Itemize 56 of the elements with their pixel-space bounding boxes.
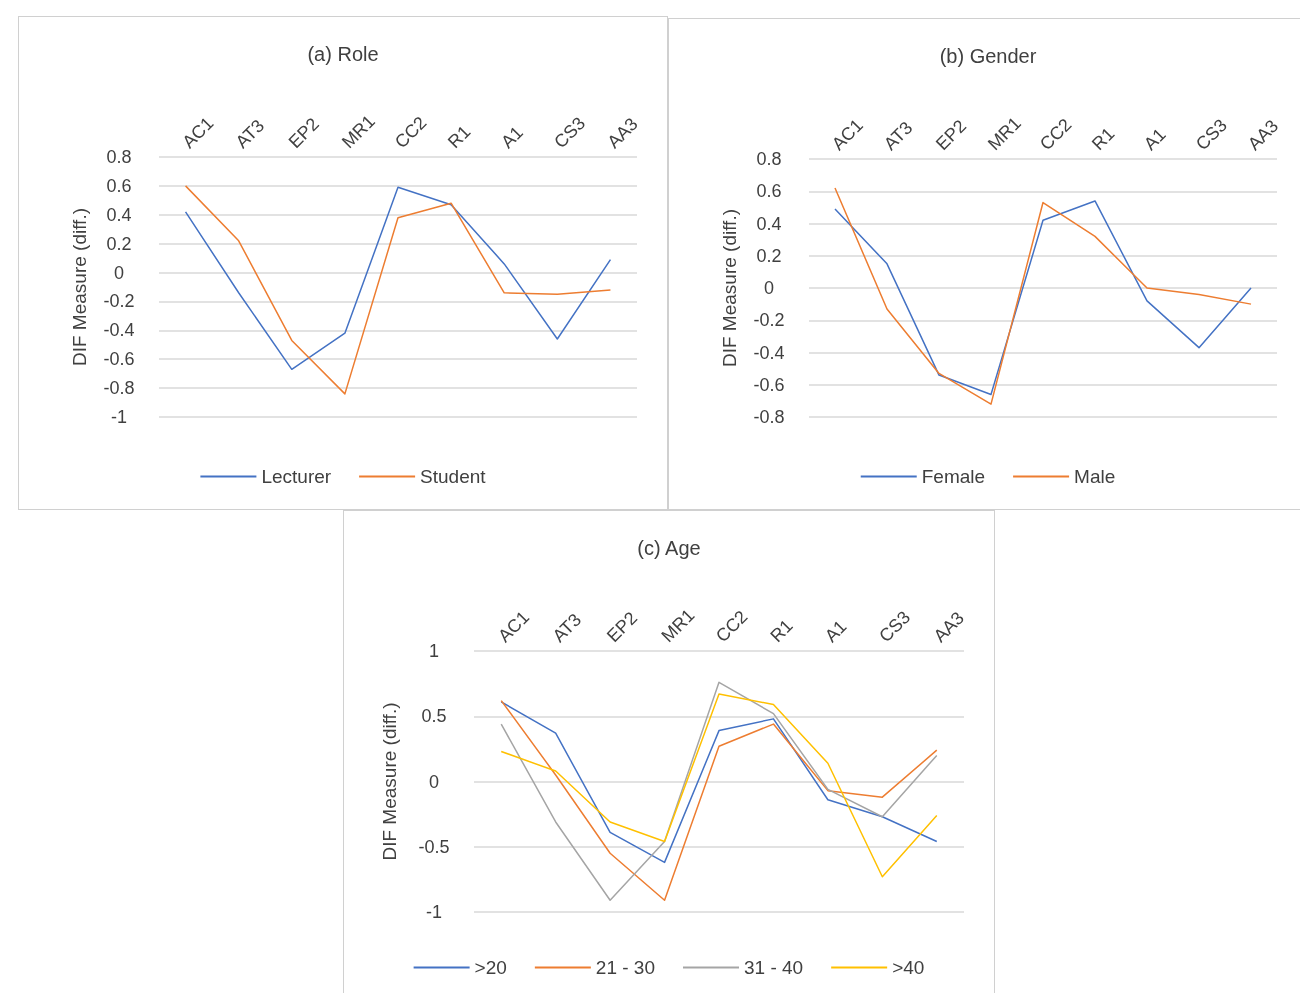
legend-label: Student bbox=[420, 466, 487, 487]
y-tick-label: -0.2 bbox=[103, 291, 135, 312]
legend-label: Female bbox=[921, 466, 986, 487]
y-tick-label: 0.4 bbox=[756, 213, 782, 234]
legend-label: 31 - 40 bbox=[744, 957, 804, 978]
x-tick-label: A1 bbox=[497, 122, 527, 153]
x-tick-label: CS3 bbox=[550, 113, 590, 153]
y-tick-label: -1 bbox=[110, 407, 128, 427]
y-tick-label: -0.5 bbox=[418, 836, 450, 857]
x-tick-label: R1 bbox=[766, 615, 797, 647]
y-tick-label: -0.4 bbox=[103, 320, 135, 341]
y-tick-label: 0 bbox=[763, 278, 775, 298]
legend-label: 21 - 30 bbox=[595, 957, 655, 978]
x-tick-label: AT3 bbox=[879, 117, 917, 155]
y-axis-title: DIF Measure (diff.) bbox=[379, 702, 400, 861]
legend-label: >40 bbox=[892, 957, 925, 978]
x-tick-label: AT3 bbox=[548, 609, 586, 647]
x-tick-label: CC2 bbox=[1035, 114, 1076, 155]
y-tick-label: -1 bbox=[425, 902, 443, 922]
legend-label: Lecturer bbox=[261, 466, 332, 487]
x-tick-label: A1 bbox=[820, 616, 851, 647]
legend-label: >20 bbox=[474, 957, 507, 978]
y-tick-label: -0.8 bbox=[753, 407, 785, 427]
x-tick-label: R1 bbox=[1087, 123, 1119, 155]
y-tick-label: -0.4 bbox=[753, 342, 785, 363]
y-tick-label: -0.2 bbox=[753, 310, 785, 331]
y-tick-label: 0.6 bbox=[106, 175, 132, 196]
legend-label: Male bbox=[1074, 466, 1116, 487]
y-axis-title: DIF Measure (diff.) bbox=[719, 208, 740, 368]
x-tick-label: R1 bbox=[444, 121, 475, 153]
x-tick-label: AT3 bbox=[231, 115, 269, 153]
y-tick-label: -0.8 bbox=[103, 378, 135, 399]
x-tick-label: EP2 bbox=[284, 113, 323, 153]
y-tick-label: 0.8 bbox=[756, 149, 782, 169]
x-tick-label: EP2 bbox=[603, 607, 642, 647]
y-tick-label: 0.8 bbox=[106, 147, 132, 167]
chart-title: (b) Gender bbox=[939, 45, 1037, 67]
y-tick-label: -0.6 bbox=[753, 374, 785, 395]
x-tick-label: A1 bbox=[1139, 124, 1170, 155]
y-tick-label: 0.5 bbox=[421, 706, 447, 727]
y-tick-label: 0.6 bbox=[756, 181, 782, 202]
chart-title: (a) Role bbox=[307, 43, 379, 65]
y-tick-label: 0.2 bbox=[756, 245, 782, 266]
x-tick-label: EP2 bbox=[931, 115, 971, 155]
y-tick-label: 1 bbox=[428, 641, 440, 661]
y-tick-label: 0.4 bbox=[106, 204, 132, 225]
x-tick-label: CC2 bbox=[711, 606, 752, 647]
chart-title: (c) Age bbox=[637, 537, 701, 559]
x-tick-label: CC2 bbox=[390, 112, 431, 153]
y-tick-label: -0.6 bbox=[103, 349, 135, 370]
y-axis-title: DIF Measure (diff.) bbox=[69, 207, 90, 367]
x-tick-label: CS3 bbox=[875, 607, 915, 647]
y-tick-label: 0.2 bbox=[106, 233, 132, 254]
x-tick-label: CS3 bbox=[1191, 115, 1231, 155]
y-tick-label: 0 bbox=[113, 262, 125, 283]
y-tick-label: 0 bbox=[428, 771, 440, 792]
